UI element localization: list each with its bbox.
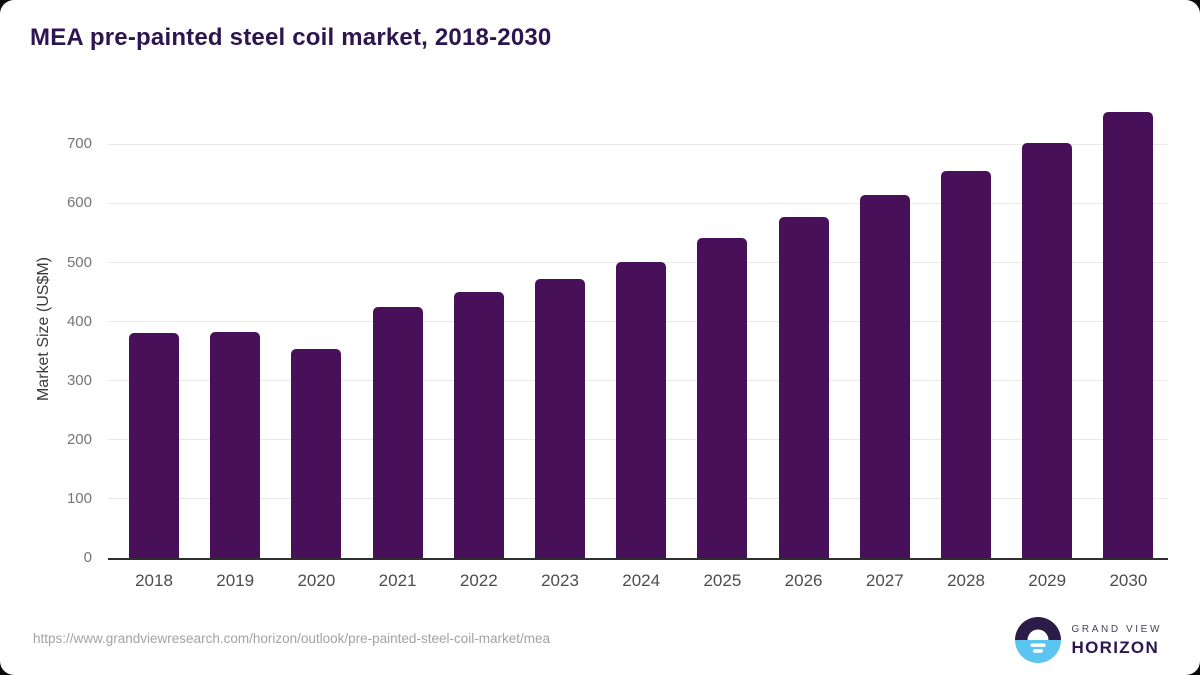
y-tick-label-500: 500 — [66, 253, 92, 271]
x-tick-label-2020: 2020 — [297, 571, 336, 590]
bar-2018[interactable] — [129, 332, 179, 558]
bar-2026[interactable] — [778, 217, 829, 558]
bar-2020[interactable] — [291, 348, 342, 558]
x-tick-label-2018: 2018 — [135, 571, 173, 590]
source-url: https://www.grandviewresearch.com/horizo… — [33, 631, 550, 646]
bar-2021[interactable] — [372, 306, 423, 558]
bar-2024[interactable] — [616, 261, 667, 558]
grand-view-horizon-logo: GRAND VIEW HORIZON — [1014, 617, 1162, 663]
bar-2027[interactable] — [859, 195, 910, 558]
plot-area: 0 100 200 300 400 500 600 700 — [67, 100, 1168, 565]
bar-2019[interactable] — [210, 331, 261, 558]
bar-2028[interactable] — [941, 170, 991, 558]
x-tick-label-2028: 2028 — [947, 571, 985, 590]
y-tick-label-100: 100 — [66, 489, 92, 507]
x-tick-label-2025: 2025 — [703, 571, 742, 590]
x-tick-label-2030: 2030 — [1109, 571, 1148, 590]
x-tick-label-2021: 2021 — [378, 571, 417, 590]
x-tick-label-2029: 2029 — [1028, 571, 1067, 590]
bar-2029[interactable] — [1022, 142, 1073, 558]
logo-text-horizon: HORIZON — [1071, 637, 1160, 657]
chart-title: MEA pre-painted steel coil market, 2018-… — [30, 24, 552, 51]
bar-2023[interactable] — [535, 279, 585, 558]
x-tick-label-2022: 2022 — [459, 571, 498, 590]
x-tick-label-2023: 2023 — [541, 571, 579, 590]
bar-2025[interactable] — [697, 238, 748, 558]
y-tick-label-200: 200 — [66, 430, 92, 448]
x-tick-label-2024: 2024 — [622, 571, 661, 590]
y-tick-label-300: 300 — [66, 371, 92, 389]
y-tick-label-0: 0 — [83, 549, 92, 566]
x-tick-label-2027: 2027 — [865, 571, 904, 590]
y-tick-label-700: 700 — [66, 135, 92, 153]
gridline-700 — [108, 143, 1168, 145]
x-tick-label-2026: 2026 — [784, 571, 823, 590]
horizon-logo-icon — [1014, 617, 1061, 663]
bar-2022[interactable] — [453, 292, 504, 558]
logo-text-grand-view: GRAND VIEW — [1071, 623, 1162, 635]
gridline-600 — [108, 202, 1168, 204]
y-tick-label-400: 400 — [66, 312, 92, 330]
y-tick-label-600: 600 — [66, 194, 92, 212]
x-axis-labels: 2018 2019 2020 2021 2022 2023 2024 2025 2026 2027… — [108, 571, 1168, 595]
bar-2030[interactable] — [1103, 111, 1154, 558]
x-tick-label-2019: 2019 — [216, 571, 255, 590]
